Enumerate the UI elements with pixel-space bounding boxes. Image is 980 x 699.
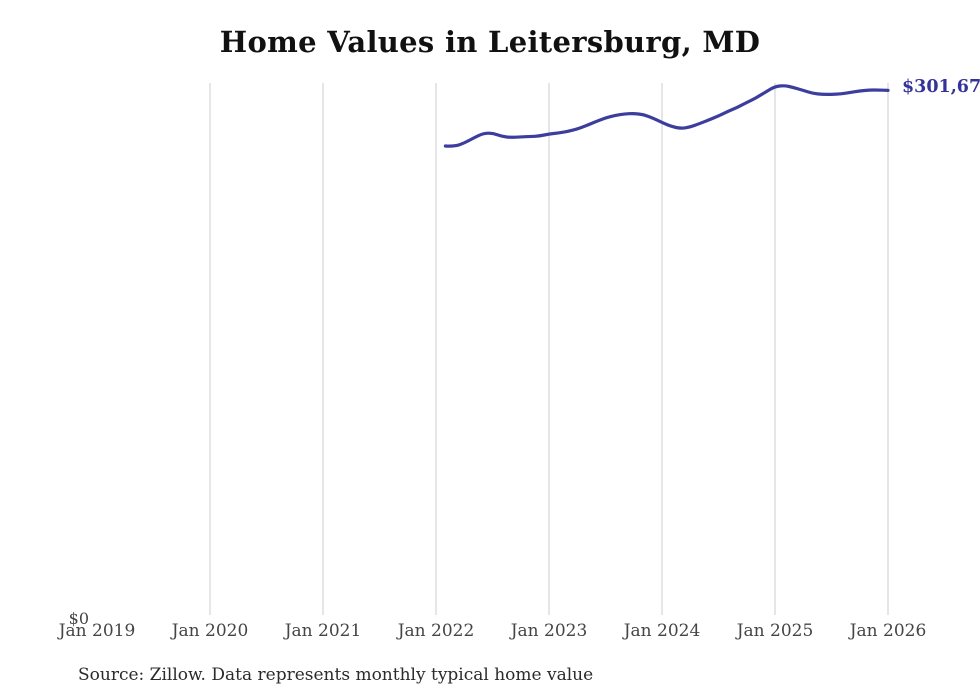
y-axis-zero-label: $0: [68, 609, 89, 628]
end-value-label: $301,672: [902, 77, 980, 97]
x-tick-label: Jan 2019: [58, 621, 136, 641]
x-tick-label: Jan 2020: [171, 621, 249, 641]
x-tick-label: Jan 2024: [623, 621, 701, 641]
x-tick-label: Jan 2026: [849, 621, 927, 641]
x-tick-label: Jan 2025: [736, 621, 814, 641]
x-tick-label: Jan 2022: [397, 621, 475, 641]
source-note: Source: Zillow. Data represents monthly …: [78, 665, 594, 685]
x-tick-label: Jan 2021: [284, 621, 362, 641]
chart-title: Home Values in Leitersburg, MD: [219, 25, 761, 59]
x-tick-label: Jan 2023: [510, 621, 588, 641]
home-value-line: [443, 84, 890, 148]
